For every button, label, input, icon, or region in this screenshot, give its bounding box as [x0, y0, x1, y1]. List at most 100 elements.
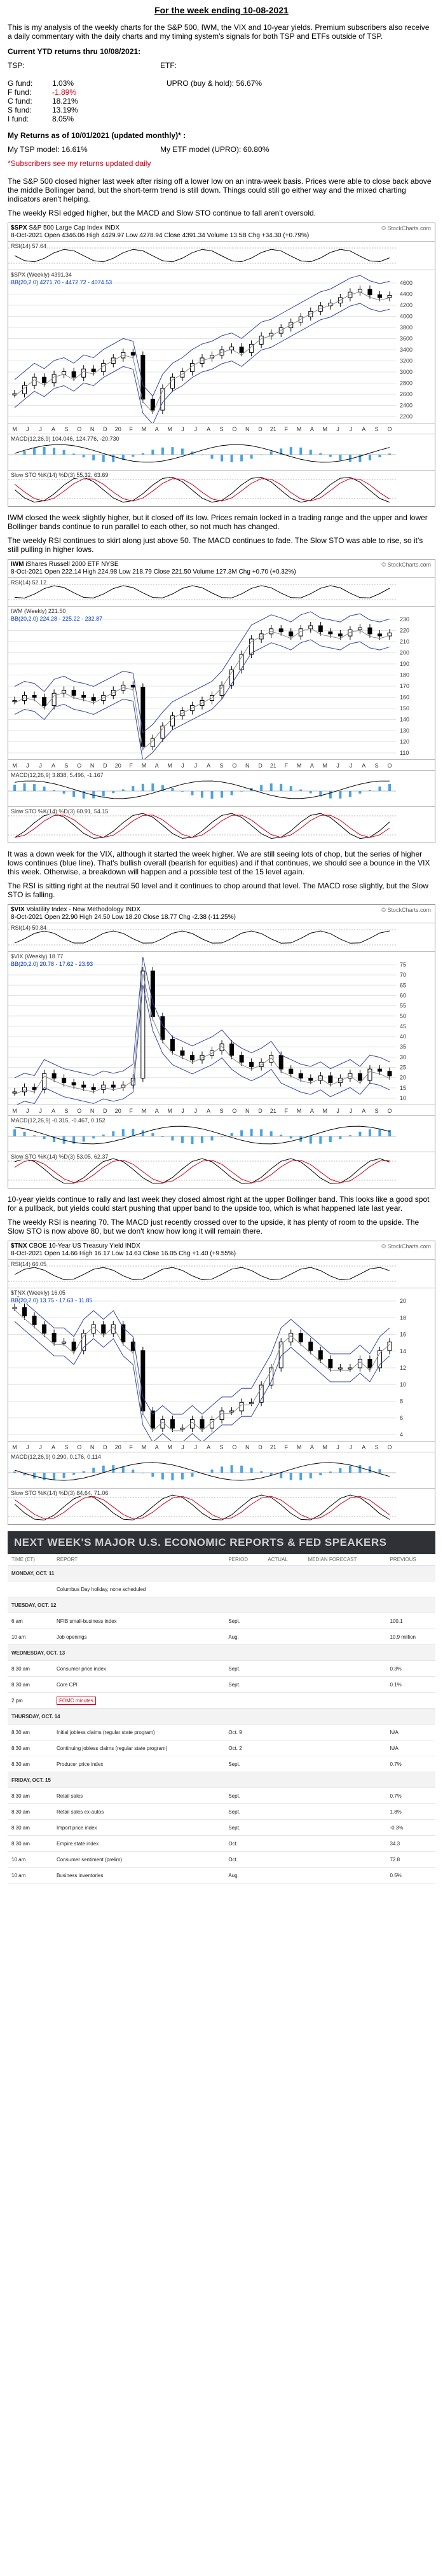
macd-histogram-bar: [121, 789, 125, 791]
month-label: O: [387, 1444, 392, 1450]
macd-histogram-bar: [141, 783, 144, 791]
month-label: M: [12, 762, 17, 769]
econ-table: TIME (ET) REPORT PERIOD ACTUAL MEDIAN FORECA…: [8, 1554, 435, 1884]
month-label: J: [39, 1444, 41, 1450]
price-bar: [387, 629, 392, 640]
rsi-panel: RSI(14) 66.05: [8, 1259, 435, 1288]
macd-histogram-bar: [201, 1136, 203, 1143]
macd-histogram-bar: [388, 784, 391, 791]
intro-paragraph: This is my analysis of the weekly charts…: [8, 23, 430, 41]
econ-cell-previous: 0.3%: [386, 1660, 435, 1677]
tnx-text-2: The weekly RSI is nearing 70. The MACD j…: [8, 1218, 419, 1236]
macd-histogram-bar: [240, 1465, 243, 1473]
bollinger-mid: [14, 973, 390, 1095]
month-axis: M J J A S O N D 20 F M A M J J A S O N D 21 F M A M J J A S O: [12, 426, 392, 432]
econ-cell-actual: [264, 1851, 304, 1868]
month-label: 21: [270, 762, 276, 769]
y-tick-label: 180: [400, 672, 409, 678]
econ-cell-actual: [264, 1787, 304, 1804]
macd-histogram-bar: [23, 1473, 26, 1476]
macd-histogram-bar: [378, 786, 381, 791]
price-panel-label: $SPX (Weekly) 4391.34: [11, 272, 72, 278]
econ-cell-time: 8:30 am: [8, 1835, 53, 1852]
chart-name: S&P 500 Large Cap Index: [27, 224, 105, 231]
price-bar: [22, 382, 27, 398]
price-bar: [259, 332, 264, 348]
y-tick-label: 70: [400, 972, 406, 978]
econ-report-row: 8:30 am Import price index Sept. -0.3%: [8, 1819, 435, 1836]
macd-histogram-bar: [53, 1136, 56, 1143]
macd-histogram-bar: [289, 447, 292, 455]
macd-histogram-bar: [191, 1136, 194, 1144]
econ-cell-actual: [264, 1692, 304, 1709]
econ-cell-time: 8:30 am: [8, 1740, 53, 1756]
econ-day-label: WEDNESDAY, OCT. 13: [8, 1644, 435, 1661]
chart-date: 8-Oct-2021: [11, 568, 44, 575]
etf-line: UPRO (buy & hold): 56.67%: [167, 79, 262, 88]
y-tick-label: 15: [400, 1085, 406, 1091]
macd-histogram-bar: [348, 455, 351, 462]
bollinger-lower: [14, 303, 390, 423]
month-label: S: [220, 762, 224, 769]
macd-histogram-bar: [250, 1468, 253, 1473]
month-label: A: [51, 1444, 55, 1450]
macd-histogram-bar: [230, 791, 233, 796]
macd-histogram-bar: [230, 1465, 233, 1473]
tnx-text-1: 10-year yields continue to rally and las…: [8, 1195, 430, 1213]
macd-histogram-bar: [319, 1136, 322, 1144]
econ-cell-previous: 1.8%: [386, 1803, 435, 1820]
month-label: A: [207, 1108, 210, 1114]
macd-histogram-bar: [112, 791, 115, 794]
econ-cell-actual: [264, 1819, 304, 1836]
month-label: N: [90, 1444, 95, 1450]
econ-cell-period: Sept.: [224, 1660, 264, 1677]
macd-histogram-bar: [62, 1473, 65, 1478]
sto-panel-label: Slow STO %K(14) %D(3) 55.32, 63.69: [11, 472, 109, 478]
macd-line: [14, 1462, 390, 1481]
month-label: S: [375, 426, 379, 432]
econ-cell-time: 8:30 am: [8, 1819, 53, 1836]
month-label: F: [129, 1108, 133, 1114]
macd-histogram-bar: [299, 1136, 303, 1142]
price-bar: [298, 1329, 303, 1346]
price-bar: [189, 1051, 194, 1064]
macd-histogram-bar: [161, 785, 164, 791]
econ-report-row: 8:30 am Core CPI Sept. 0.1%: [8, 1676, 435, 1693]
month-label: M: [142, 1108, 147, 1114]
month-label: M: [323, 1444, 328, 1450]
price-bar: [81, 1329, 86, 1354]
month-label: S: [64, 762, 68, 769]
econ-report-row: 8:30 am Empire state index Oct. 34.3: [8, 1835, 435, 1852]
y-tick-label: 4200: [400, 302, 412, 308]
macd-panel: MACD(12,26,9) 0.290, 0.176, 0.114: [8, 1452, 435, 1488]
bollinger-mid: [14, 628, 390, 750]
bollinger-mid: [14, 1309, 390, 1431]
macd-histogram-bar: [210, 1469, 214, 1473]
macd-histogram-bar: [141, 1130, 144, 1136]
month-label: F: [284, 762, 288, 769]
month-label: F: [129, 426, 133, 432]
y-tick-label: 10: [400, 1381, 406, 1388]
econ-cell-report: Initial jobless claims (regular state pr…: [52, 1724, 225, 1740]
y-tick-label: 170: [400, 683, 409, 689]
y-tick-label: 4: [400, 1431, 403, 1438]
fund-list: G fund: 1.03% F fund: -1.89% C fund: 18.21% S …: [8, 79, 160, 123]
econ-cell-period: Oct.: [224, 1851, 264, 1868]
month-label: A: [362, 1108, 365, 1114]
macd-histogram-bar: [388, 453, 391, 455]
chart-quote: Open 4346.06 High 4429.97 Low 4278.94 Cl…: [44, 232, 310, 239]
macd-histogram-bar: [132, 455, 135, 457]
econ-cell-report: Consumer sentiment (prelim): [52, 1851, 225, 1868]
month-label: F: [284, 1444, 288, 1450]
econ-cell-time: 10 am: [8, 1629, 53, 1645]
month-label: J: [39, 426, 41, 432]
price-bar: [229, 343, 235, 354]
month-label: J: [26, 426, 29, 432]
macd-histogram-bar: [181, 1473, 184, 1480]
econ-report-row: 8:30 am Continuing jobless claims (regula…: [8, 1740, 435, 1756]
price-bar: [367, 286, 372, 299]
y-tick-label: 3200: [400, 358, 412, 364]
price-bar: [71, 1338, 76, 1354]
price-bar: [81, 691, 86, 701]
price-bar: [308, 1338, 313, 1354]
